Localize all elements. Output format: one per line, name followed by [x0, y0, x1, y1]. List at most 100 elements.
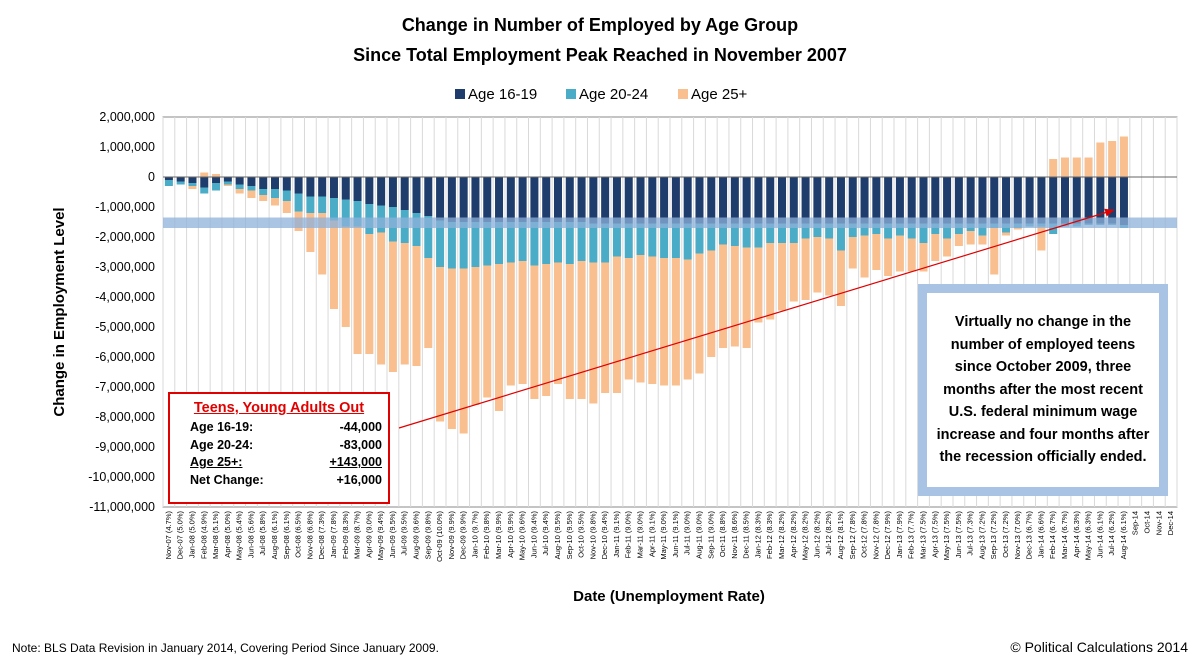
bar-age-20-24 — [671, 223, 680, 258]
bar-age-25plus — [931, 234, 940, 261]
bar-age-16-19 — [943, 177, 952, 224]
x-tick-label: Apr-14 (6.3%) — [1072, 511, 1081, 558]
bar-age-20-24 — [318, 196, 327, 213]
trend-arrow-head — [1104, 208, 1115, 217]
bar-age-16-19 — [1013, 177, 1022, 224]
bar-age-25plus — [483, 265, 492, 398]
x-tick-label: Mar-09 (8.7%) — [353, 511, 362, 559]
x-tick-label: Nov-10 (9.8%) — [588, 511, 597, 560]
bar-age-16-19 — [176, 177, 185, 182]
x-tick-label: Dec-13 (6.7%) — [1025, 511, 1034, 560]
bar-age-20-24 — [789, 223, 798, 243]
bar-age-20-24 — [341, 199, 350, 227]
x-tick-label: Oct-08 (6.5%) — [294, 511, 303, 558]
bar-age-25plus — [447, 268, 456, 429]
bar-age-16-19 — [483, 177, 492, 222]
bar-age-16-19 — [671, 177, 680, 224]
bar-age-20-24 — [612, 223, 621, 257]
bar-age-25plus — [954, 234, 963, 246]
callout-value: +143,000 — [329, 455, 382, 469]
bar-age-16-19 — [789, 177, 798, 224]
bar-age-16-19 — [648, 177, 657, 224]
bar-age-16-19 — [542, 177, 551, 222]
x-tick-label: Oct-13 (7.2%) — [1001, 511, 1010, 558]
bar-age-20-24 — [294, 193, 303, 212]
bar-age-16-19 — [365, 177, 374, 204]
x-tick-label: Oct-14 — [1143, 511, 1152, 534]
x-tick-label: Jul-08 (5.8%) — [258, 511, 267, 556]
bar-age-20-24 — [506, 222, 515, 263]
y-axis-ticks: 2,000,000 1,000,000 0 -1,000,000 -2,000,000 -… — [88, 110, 155, 514]
bar-age-25plus — [388, 241, 397, 372]
y-tick-label: -11,000,000 — [89, 500, 155, 514]
bar-age-16-19 — [1072, 177, 1081, 224]
x-tick-label: Apr-12 (8.2%) — [789, 511, 798, 558]
bar-age-25plus — [872, 234, 881, 270]
bar-age-20-24 — [707, 223, 716, 251]
bar-age-16-19 — [719, 177, 728, 224]
bar-age-16-19 — [577, 177, 586, 222]
callout-row: Age 20-24: -83,000 — [170, 437, 388, 455]
bar-age-25plus — [990, 228, 999, 275]
bar-age-20-24 — [259, 189, 268, 195]
x-tick-label: Aug-08 (6.1%) — [270, 510, 279, 559]
bar-age-25plus — [271, 198, 280, 206]
bar-age-25plus — [943, 238, 952, 257]
callout-row: Age 16-19: -44,000 — [170, 419, 388, 437]
x-tick-label: Nov-07 (4.7%) — [164, 511, 173, 560]
bar-age-25plus — [895, 235, 904, 272]
bar-age-25plus — [530, 265, 539, 399]
bar-age-25plus — [1119, 136, 1128, 177]
bar-age-25plus — [306, 213, 315, 252]
x-tick-label: Dec-10 (9.4%) — [600, 511, 609, 560]
bar-age-25plus — [412, 246, 421, 366]
x-tick-label: Oct-10 (9.5%) — [577, 511, 586, 558]
bar-age-25plus — [825, 238, 834, 296]
bar-age-25plus — [235, 189, 244, 194]
bar-age-20-24 — [565, 222, 574, 264]
bar-age-20-24 — [801, 223, 810, 239]
bar-age-20-24 — [978, 223, 987, 236]
bar-age-16-19 — [341, 177, 350, 200]
bar-age-16-19 — [954, 177, 963, 224]
bar-age-25plus — [471, 267, 480, 405]
x-tick-label: Jun-08 (5.6%) — [246, 511, 255, 559]
x-tick-label: Oct-09 (10.0%) — [435, 511, 444, 562]
bar-age-25plus — [223, 184, 232, 186]
x-tick-label: Jan-12 (8.3%) — [753, 511, 762, 559]
bar-age-20-24 — [730, 223, 739, 246]
x-tick-label: Mar-12 (8.2%) — [777, 511, 786, 559]
bar-age-25plus — [636, 255, 645, 383]
bar-age-16-19 — [329, 177, 338, 198]
bar-age-25plus — [601, 262, 610, 393]
y-tick-label: -3,000,000 — [95, 260, 155, 274]
bar-age-25plus — [860, 235, 869, 278]
x-tick-label: Jun-11 (9.1%) — [671, 511, 680, 558]
bar-age-16-19 — [459, 177, 468, 222]
bar-age-25plus — [518, 261, 527, 384]
x-tick-label: Aug-09 (9.6%) — [412, 510, 421, 559]
y-tick-label: -4,000,000 — [95, 290, 155, 304]
bar-age-16-19 — [553, 177, 562, 222]
bar-age-25plus — [436, 267, 445, 422]
bar-age-20-24 — [495, 222, 504, 264]
bar-age-20-24 — [530, 222, 539, 266]
bar-age-16-19 — [707, 177, 716, 224]
bar-age-20-24 — [895, 223, 904, 236]
bar-age-16-19 — [506, 177, 515, 222]
bar-age-20-24 — [553, 222, 562, 263]
bar-age-16-19 — [836, 177, 845, 224]
bar-age-25plus — [695, 253, 704, 374]
bar-age-25plus — [612, 256, 621, 393]
x-tick-label: Jul-09 (9.5%) — [400, 511, 409, 556]
bar-age-20-24 — [577, 222, 586, 261]
bar-age-16-19 — [259, 177, 268, 189]
bar-age-20-24 — [648, 223, 657, 257]
bar-age-16-19 — [306, 177, 315, 197]
bar-age-20-24 — [778, 223, 787, 243]
bar-age-20-24 — [353, 201, 362, 227]
legend: Age 16-19 Age 20-24 Age 25+ — [455, 86, 748, 103]
bar-age-25plus — [1037, 226, 1046, 251]
x-tick-label: Feb-09 (8.3%) — [341, 510, 350, 558]
callout-value: -44,000 — [339, 420, 382, 434]
